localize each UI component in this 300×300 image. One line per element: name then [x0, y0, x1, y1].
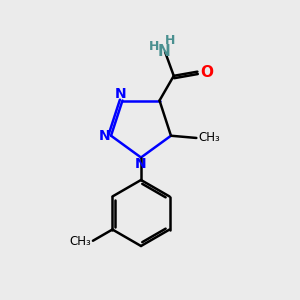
Text: N: N: [115, 87, 127, 101]
Text: N: N: [135, 157, 147, 171]
Text: CH₃: CH₃: [198, 131, 220, 144]
Text: H: H: [148, 40, 159, 53]
Text: N: N: [99, 129, 110, 143]
Text: H: H: [165, 34, 176, 47]
Text: CH₃: CH₃: [70, 235, 91, 248]
Text: N: N: [157, 44, 170, 59]
Text: O: O: [200, 65, 214, 80]
